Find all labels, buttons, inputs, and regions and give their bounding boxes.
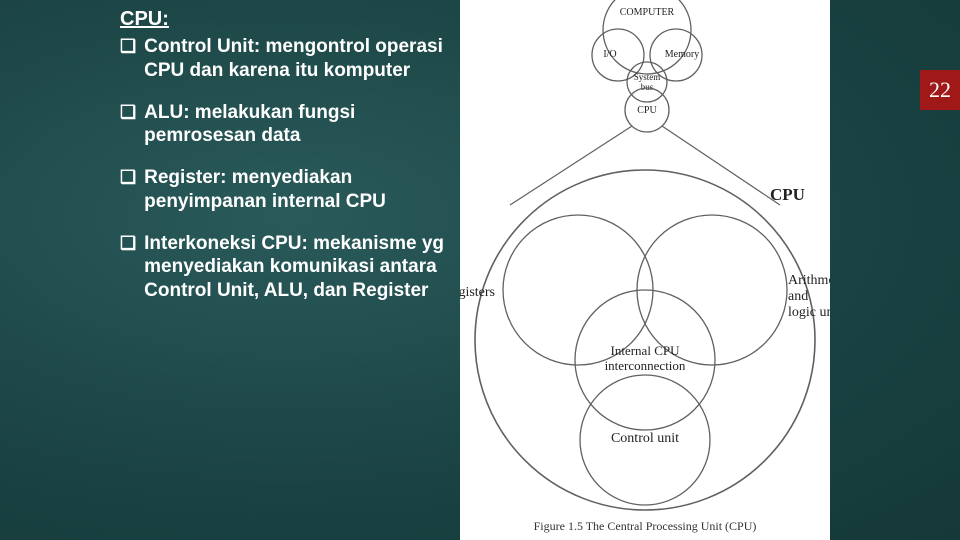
bullet-text: Interkoneksi CPU: mekanisme yg menyediak… xyxy=(144,232,450,303)
svg-text:System: System xyxy=(634,72,661,82)
bullet-marker-icon: ❑ xyxy=(120,232,136,303)
svg-text:Memory: Memory xyxy=(665,49,699,60)
bullet-item: ❑ ALU: melakukan fungsi pemrosesan data xyxy=(120,101,450,149)
diagram-panel: COMPUTER I/O Memory Systembus CPU CPU Register… xyxy=(460,0,830,540)
svg-text:interconnection: interconnection xyxy=(605,358,686,373)
svg-text:I/O: I/O xyxy=(603,49,616,60)
bullet-item: ❑ Register: menyediakan penyimpanan inte… xyxy=(120,166,450,214)
figure-caption: Figure 1.5 The Central Processing Unit (… xyxy=(460,519,830,534)
bullet-marker-icon: ❑ xyxy=(120,101,136,149)
svg-text:Arithmetic: Arithmetic xyxy=(788,273,830,288)
slide-title: CPU: xyxy=(120,8,450,31)
svg-text:Control unit: Control unit xyxy=(611,431,679,446)
svg-text:CPU: CPU xyxy=(770,185,805,204)
text-column: CPU: ❑ Control Unit: mengontrol operasi … xyxy=(120,8,450,321)
svg-text:CPU: CPU xyxy=(637,105,657,116)
bullet-text: Control Unit: mengontrol operasi CPU dan… xyxy=(144,35,450,83)
page-number-text: 22 xyxy=(929,77,951,103)
svg-text:Internal CPU: Internal CPU xyxy=(611,343,681,358)
svg-text:bus: bus xyxy=(641,82,654,92)
bullet-marker-icon: ❑ xyxy=(120,166,136,214)
bullet-text: ALU: melakukan fungsi pemrosesan data xyxy=(144,101,450,149)
cpu-diagram: COMPUTER I/O Memory Systembus CPU CPU Register… xyxy=(460,0,830,520)
svg-text:and: and xyxy=(788,289,808,304)
svg-text:Registers: Registers xyxy=(460,285,495,300)
bullet-item: ❑ Control Unit: mengontrol operasi CPU d… xyxy=(120,35,450,83)
bullet-text: Register: menyediakan penyimpanan intern… xyxy=(144,166,450,214)
bullet-marker-icon: ❑ xyxy=(120,35,136,83)
page-number-badge: 22 xyxy=(920,70,960,110)
svg-text:logic unit: logic unit xyxy=(788,305,830,320)
svg-text:COMPUTER: COMPUTER xyxy=(620,7,675,18)
bullet-item: ❑ Interkoneksi CPU: mekanisme yg menyedi… xyxy=(120,232,450,303)
